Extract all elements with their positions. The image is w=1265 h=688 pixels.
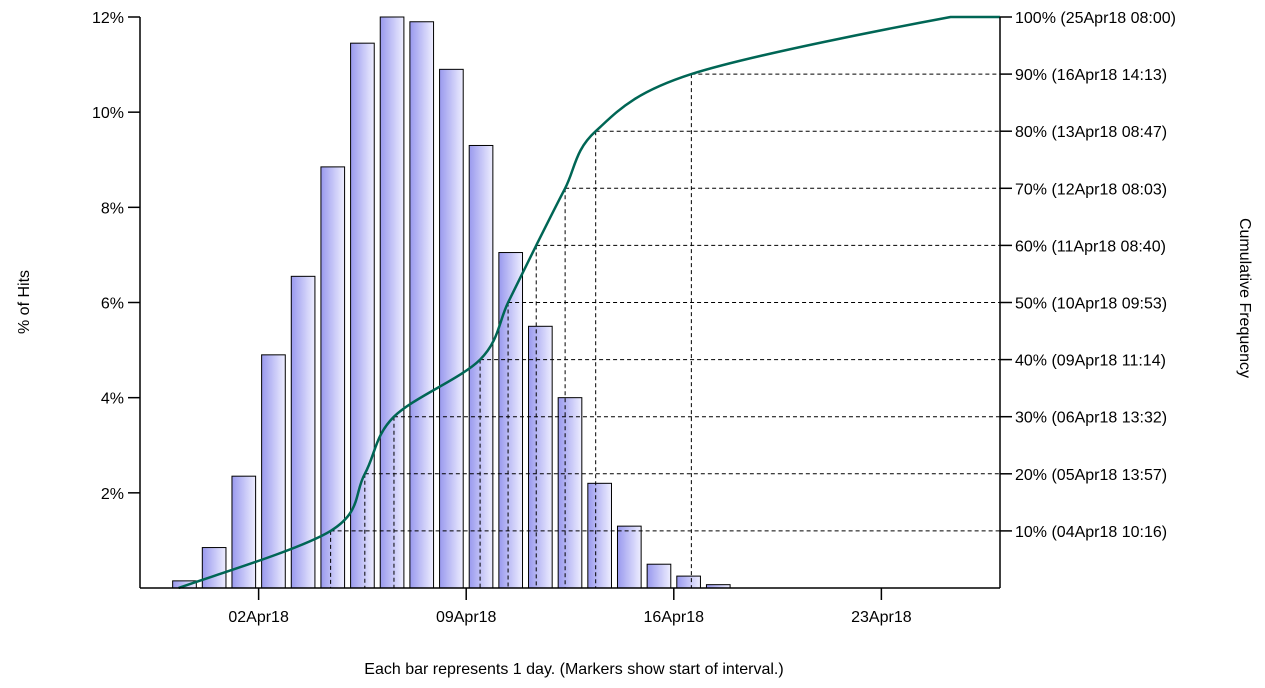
bar <box>439 68 464 589</box>
y-ticks: 2% 4% 6% 8% 10% 12% <box>92 10 140 503</box>
cumulative-tick-label: 80% (13Apr18 08:47) <box>1015 124 1167 141</box>
cumulative-frequency-line <box>178 15 1000 590</box>
bar <box>616 525 642 589</box>
y2-axis-label: Cumulative Frequency <box>1236 218 1253 378</box>
cumulative-tick-label: 20% (05Apr18 13:57) <box>1015 467 1167 484</box>
y-tick-label: 10% <box>92 105 124 122</box>
bar <box>379 16 405 589</box>
y-tick-label: 2% <box>101 486 124 503</box>
cumulative-tick-label: 60% (11Apr18 08:40) <box>1015 238 1166 255</box>
y-tick-label: 8% <box>101 200 124 217</box>
cumulative-tick-labels: 10% (04Apr18 10:16) 20% (05Apr18 13:57) 30… <box>1000 10 1176 541</box>
bars <box>172 16 731 589</box>
bar <box>201 547 227 589</box>
x-tick-label: 02Apr18 <box>228 609 289 626</box>
x-axis-label: Each bar represents 1 day. (Markers show… <box>364 661 783 678</box>
bar <box>676 575 701 589</box>
cumulative-tick-label: 70% (12Apr18 08:03) <box>1015 181 1167 198</box>
cumulative-tick-label: 40% (09Apr18 11:14) <box>1015 353 1166 370</box>
x-tick-label: 23Apr18 <box>851 609 912 626</box>
bar <box>646 563 672 589</box>
bar <box>557 397 583 589</box>
y-tick-label: 6% <box>101 296 124 313</box>
x-ticks: 02Apr18 09Apr18 16Apr18 23Apr18 <box>228 588 912 626</box>
cumulative-markers <box>330 73 1000 588</box>
cumulative-tick-label: 90% (16Apr18 14:13) <box>1015 67 1167 84</box>
cumulative-tick-label: 50% (10Apr18 09:53) <box>1015 296 1167 313</box>
cumulative-tick-label: 30% (06Apr18 13:32) <box>1015 410 1167 427</box>
bar <box>409 21 435 589</box>
y-tick-label: 4% <box>101 391 124 408</box>
x-tick-label: 09Apr18 <box>436 609 497 626</box>
y-axis-label: % of Hits <box>16 270 33 334</box>
cumulative-tick-label: 10% (04Apr18 10:16) <box>1015 524 1167 541</box>
x-tick-label: 16Apr18 <box>644 609 705 626</box>
bar <box>587 482 612 589</box>
cumulative-tick-label: 100% (25Apr18 08:00) <box>1015 10 1176 27</box>
bar <box>528 325 553 589</box>
bar <box>231 475 257 589</box>
y-tick-label: 12% <box>92 10 124 27</box>
